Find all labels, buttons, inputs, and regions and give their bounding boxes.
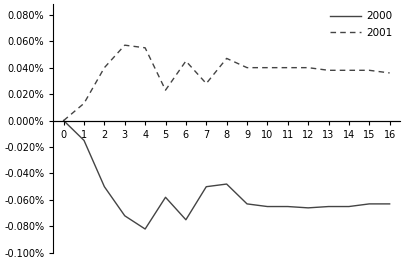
2000: [122, 214, 127, 218]
2000: [204, 185, 209, 188]
2001: [224, 57, 229, 60]
2001: [204, 82, 209, 85]
2000: [387, 202, 392, 205]
2001: [326, 69, 331, 72]
Line: 2001: 2001: [64, 45, 389, 120]
2001: [244, 66, 249, 69]
2001: [143, 46, 147, 49]
2000: [326, 205, 331, 208]
Legend: 2000, 2001: 2000, 2001: [328, 9, 395, 40]
2000: [347, 205, 351, 208]
2001: [387, 71, 392, 74]
2001: [265, 66, 270, 69]
2000: [102, 185, 107, 188]
2000: [224, 183, 229, 186]
2000: [285, 205, 290, 208]
2001: [102, 66, 107, 69]
2000: [143, 227, 147, 231]
2001: [163, 89, 168, 92]
2000: [367, 202, 372, 205]
2001: [82, 102, 86, 105]
Line: 2000: 2000: [64, 120, 389, 229]
2001: [122, 44, 127, 47]
2001: [367, 69, 372, 72]
2001: [306, 66, 311, 69]
2001: [61, 119, 66, 122]
2000: [306, 206, 311, 209]
2000: [163, 196, 168, 199]
2001: [183, 59, 188, 63]
2000: [61, 119, 66, 122]
2000: [265, 205, 270, 208]
2001: [347, 69, 351, 72]
2000: [244, 202, 249, 205]
2000: [183, 218, 188, 221]
2000: [82, 139, 86, 142]
2001: [285, 66, 290, 69]
